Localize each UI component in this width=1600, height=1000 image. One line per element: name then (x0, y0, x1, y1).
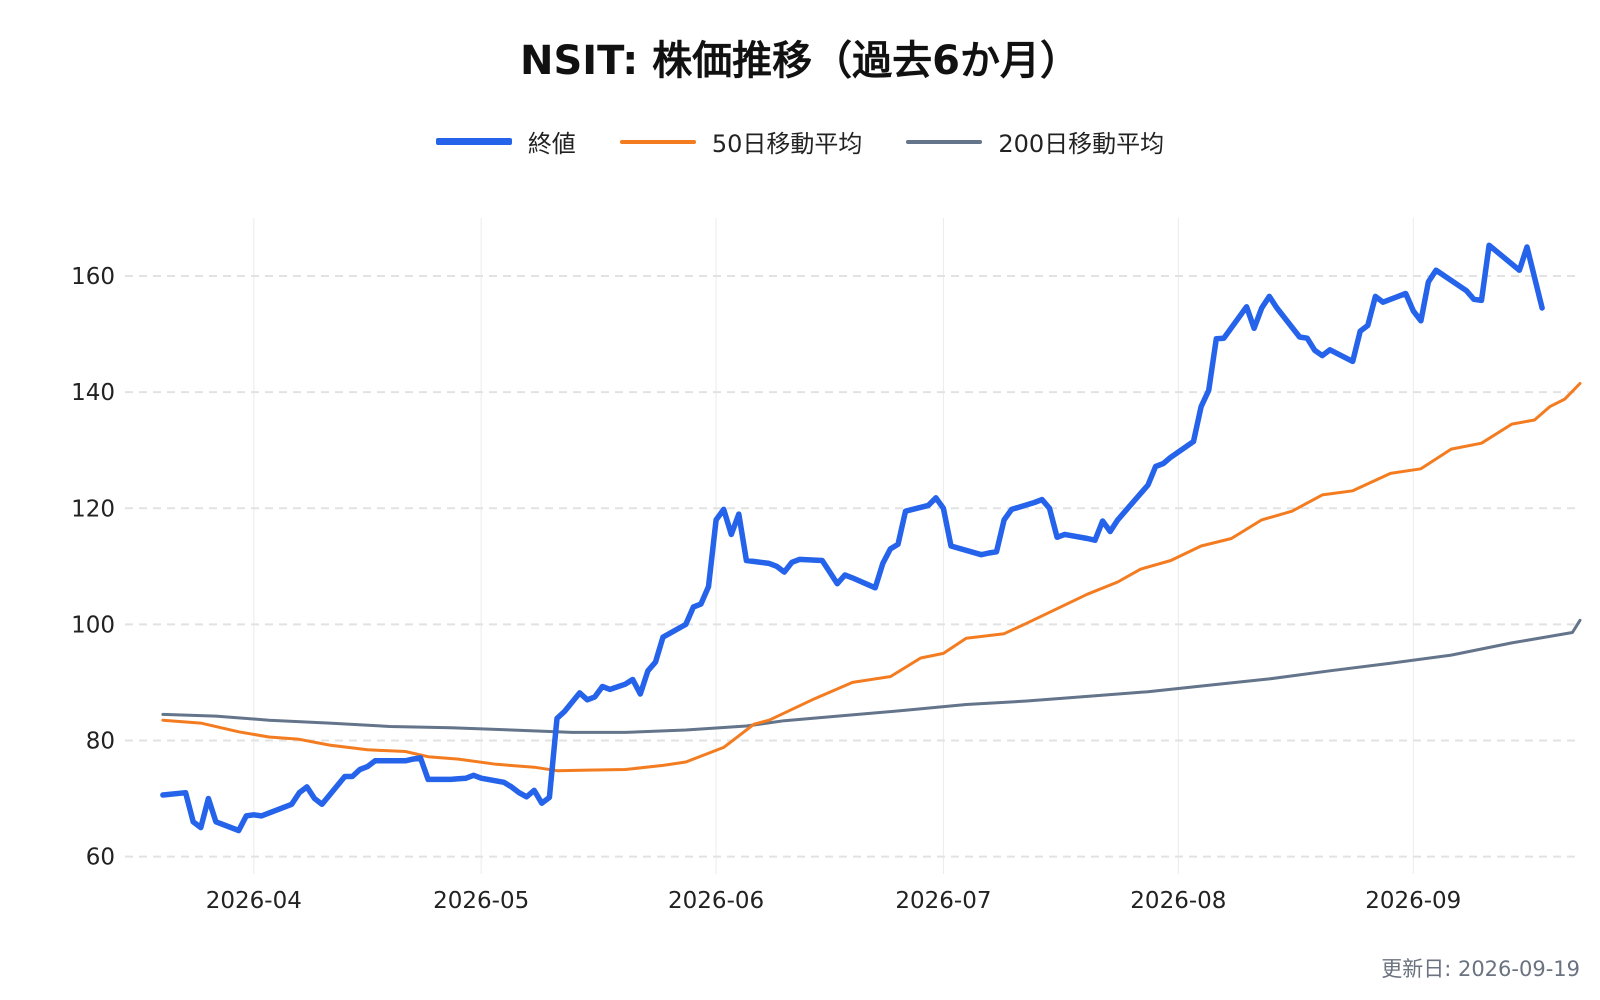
series-line-ma200 (161, 618, 1582, 734)
x-tick-label: 2026-07 (895, 888, 991, 914)
x-tick-label: 2026-04 (206, 888, 302, 914)
legend-item-ma50[interactable]: 50日移動平均 (619, 124, 863, 159)
y-tick-label: 120 (71, 496, 115, 522)
y-gridlines (125, 275, 1580, 858)
updated-date: 更新日: 2026-09-19 (1381, 957, 1580, 981)
x-axis-ticks: 2026-04 2026-05 2026-06 2026-07 2026-08 2026-… (206, 888, 1462, 914)
y-tick-label: 100 (71, 612, 115, 638)
x-tick-label: 2026-06 (668, 888, 764, 914)
series-line-ma50 (161, 382, 1582, 773)
chart-title: NSIT: 株価推移（過去6か月） (519, 38, 1081, 84)
legend-label-ma200: 200日移動平均 (998, 130, 1165, 158)
legend-item-ma200[interactable]: 200日移動平均 (906, 124, 1164, 159)
y-tick-label: 60 (86, 845, 115, 871)
y-tick-label: 80 (86, 728, 115, 754)
series-lines (160, 242, 1582, 834)
series-line-close (160, 242, 1545, 834)
x-tick-label: 2026-08 (1130, 888, 1226, 914)
legend-label-close: 終値 (527, 130, 576, 158)
y-tick-label: 140 (71, 380, 115, 406)
legend-swatch-close (435, 138, 512, 145)
x-gridlines (253, 218, 1414, 874)
legend: 終値 50日移動平均 200日移動平均 (0, 124, 1600, 159)
legend-swatch-ma200 (906, 139, 983, 144)
legend-label-ma50: 50日移動平均 (711, 130, 863, 158)
legend-swatch-ma50 (619, 139, 696, 144)
y-tick-label: 160 (71, 264, 115, 290)
legend-item-close[interactable]: 終値 (435, 124, 576, 159)
y-axis-ticks: 60 80 100 120 140 160 (71, 264, 115, 871)
x-tick-label: 2026-09 (1365, 888, 1461, 914)
x-tick-label: 2026-05 (433, 888, 529, 914)
